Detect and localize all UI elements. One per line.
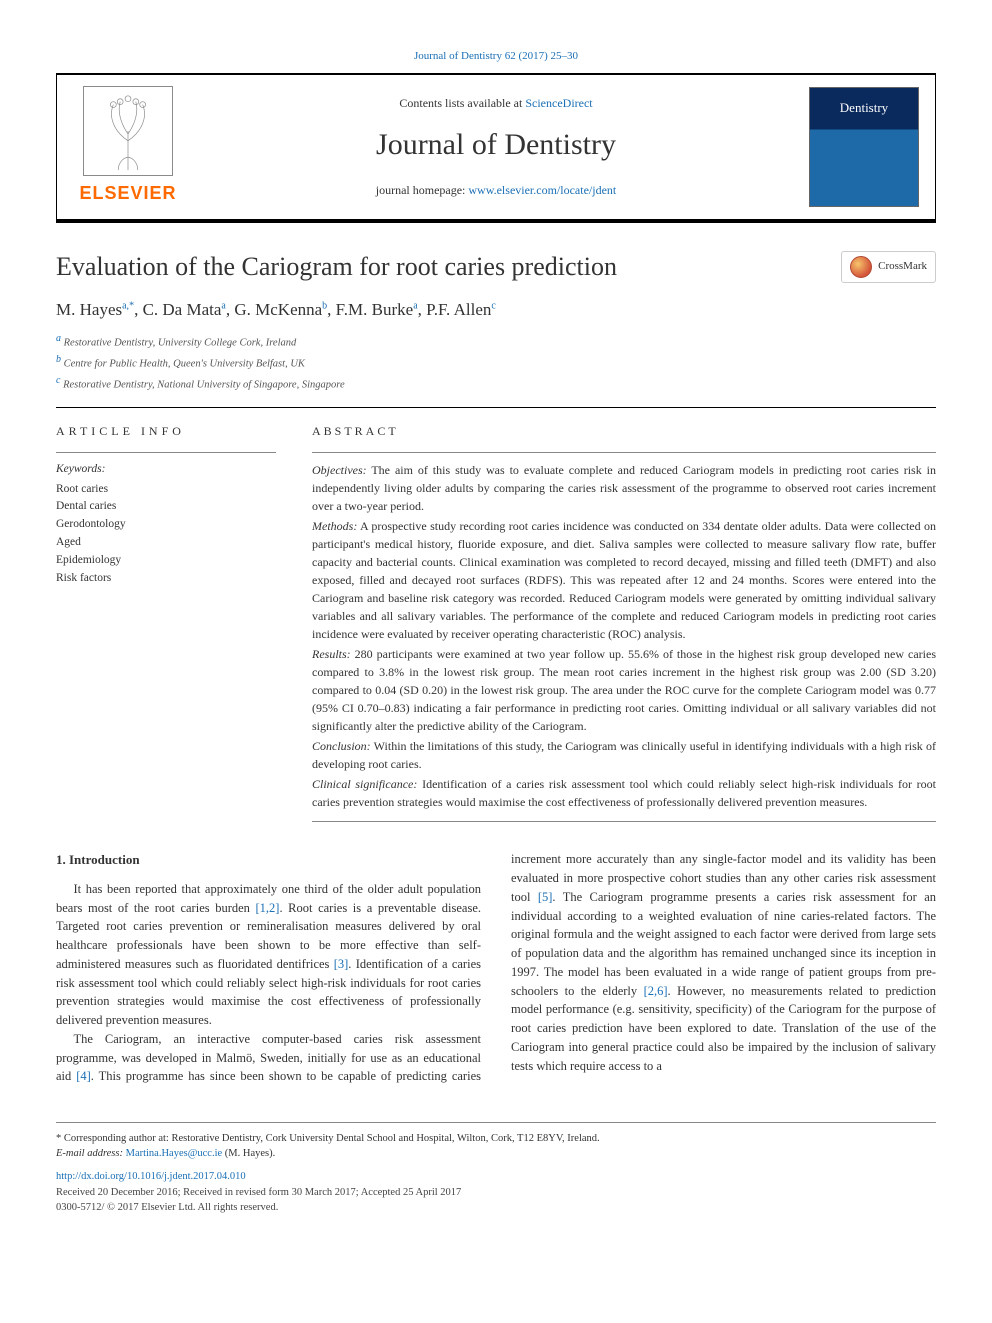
keywords-list: Root cariesDental cariesGerodontologyAge… xyxy=(56,481,276,588)
elsevier-tree-icon xyxy=(83,86,173,176)
author: G. McKennab xyxy=(234,300,327,319)
corresponding-author: * Corresponding author at: Restorative D… xyxy=(56,1131,936,1146)
doi: http://dx.doi.org/10.1016/j.jdent.2017.0… xyxy=(56,1169,936,1184)
divider xyxy=(56,407,936,408)
abstract-head: ABSTRACT xyxy=(312,422,936,440)
journal-header: ELSEVIER Contents lists available at Sci… xyxy=(56,73,936,223)
intro-heading: 1. Introduction xyxy=(56,850,481,870)
article-info-head: ARTICLE INFO xyxy=(56,422,276,440)
elsevier-logo: ELSEVIER xyxy=(73,87,183,207)
corresponding-email: E-mail address: Martina.Hayes@ucc.ie (M.… xyxy=(56,1146,936,1161)
body-para: It has been reported that approximately … xyxy=(56,880,481,1030)
elsevier-wordmark: ELSEVIER xyxy=(79,180,176,207)
issue-citation: Journal of Dentistry 62 (2017) 25–30 xyxy=(56,48,936,65)
ref-link[interactable]: [2,6] xyxy=(644,984,668,998)
sciencedirect-link[interactable]: ScienceDirect xyxy=(525,96,592,110)
keyword: Gerodontology xyxy=(56,516,276,534)
abstract-para: Results: 280 participants were examined … xyxy=(312,645,936,735)
keyword: Aged xyxy=(56,534,276,552)
keyword: Epidemiology xyxy=(56,552,276,570)
journal-homepage-link[interactable]: www.elsevier.com/locate/jdent xyxy=(468,183,616,197)
article-body: 1. Introduction It has been reported tha… xyxy=(56,850,936,1086)
ref-link[interactable]: [5] xyxy=(538,890,553,904)
footnotes: * Corresponding author at: Restorative D… xyxy=(56,1122,936,1215)
ref-link[interactable]: [4] xyxy=(76,1069,91,1083)
author: F.M. Burkea xyxy=(336,300,418,319)
author-list: M. Hayesa,*, C. Da Mataa, G. McKennab, F… xyxy=(56,297,936,323)
received-dates: Received 20 December 2016; Received in r… xyxy=(56,1185,936,1200)
abstract-para: Objectives: The aim of this study was to… xyxy=(312,461,936,515)
affiliations: a Restorative Dentistry, University Coll… xyxy=(56,331,936,394)
author: M. Hayesa,* xyxy=(56,300,134,319)
article-info: ARTICLE INFO Keywords: Root cariesDental… xyxy=(56,422,276,822)
keywords-label: Keywords: xyxy=(56,461,276,478)
article-title: Evaluation of the Cariogram for root car… xyxy=(56,251,829,284)
crossmark-icon xyxy=(850,256,872,278)
abstract-para: Methods: A prospective study recording r… xyxy=(312,517,936,643)
contents-available: Contents lists available at ScienceDirec… xyxy=(199,94,793,112)
abstract-para: Clinical significance: Identification of… xyxy=(312,775,936,811)
doi-link[interactable]: http://dx.doi.org/10.1016/j.jdent.2017.0… xyxy=(56,1171,246,1182)
journal-homepage: journal homepage: www.elsevier.com/locat… xyxy=(199,181,793,199)
affiliation: b Centre for Public Health, Queen's Univ… xyxy=(56,352,936,372)
issue-citation-link[interactable]: Journal of Dentistry 62 (2017) 25–30 xyxy=(414,50,578,62)
crossmark-label: CrossMark xyxy=(878,258,927,275)
affiliation: c Restorative Dentistry, National Univer… xyxy=(56,373,936,393)
keyword: Root caries xyxy=(56,481,276,499)
affiliation: a Restorative Dentistry, University Coll… xyxy=(56,331,936,351)
author: C. Da Mataa xyxy=(143,300,226,319)
keyword: Dental caries xyxy=(56,498,276,516)
abstract-para: Conclusion: Within the limitations of th… xyxy=(312,737,936,773)
copyright: 0300-5712/ © 2017 Elsevier Ltd. All righ… xyxy=(56,1200,936,1215)
crossmark-badge[interactable]: CrossMark xyxy=(841,251,936,283)
ref-link[interactable]: [3] xyxy=(334,957,349,971)
ref-link[interactable]: [1,2] xyxy=(256,901,280,915)
journal-title: Journal of Dentistry xyxy=(199,122,793,167)
keyword: Risk factors xyxy=(56,570,276,588)
email-link[interactable]: Martina.Hayes@ucc.ie xyxy=(126,1148,223,1159)
abstract: ABSTRACT Objectives: The aim of this stu… xyxy=(312,422,936,822)
author: P.F. Allenc xyxy=(426,300,496,319)
journal-cover-thumb: Dentistry xyxy=(809,87,919,207)
